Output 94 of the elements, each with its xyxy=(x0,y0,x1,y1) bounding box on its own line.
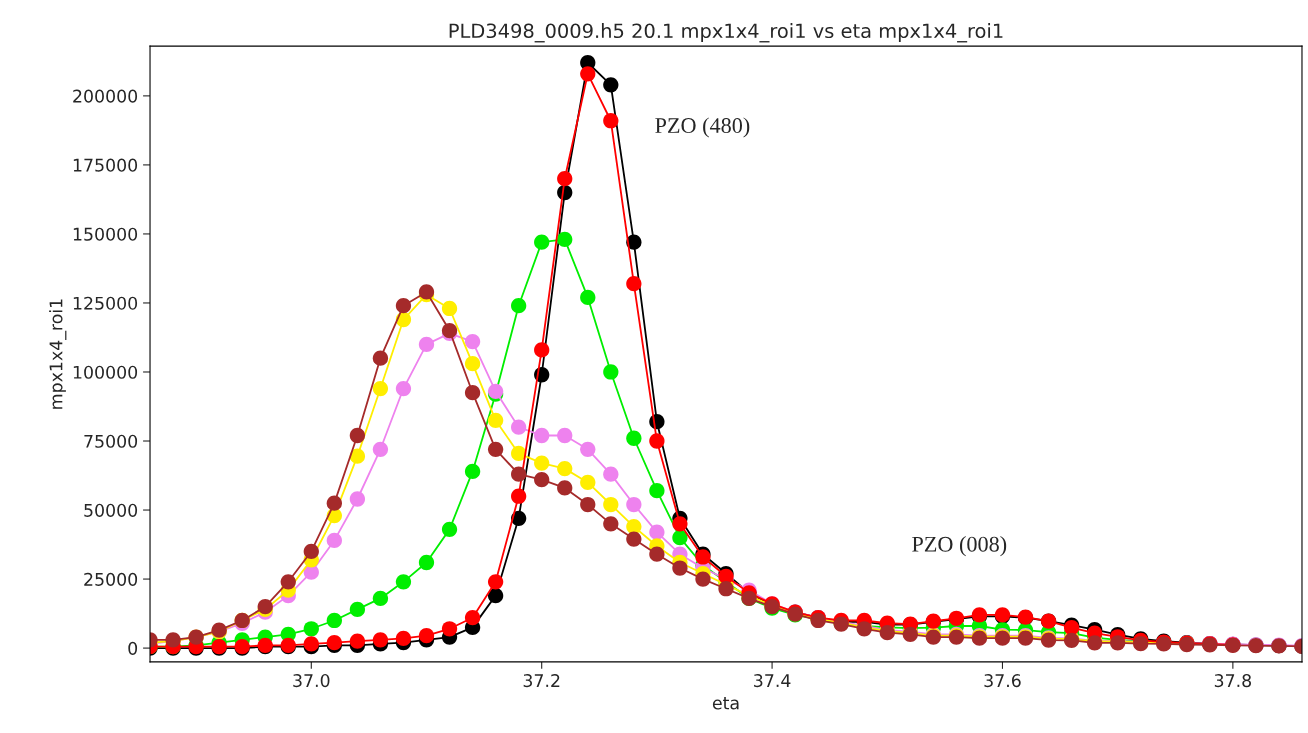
point xyxy=(557,231,573,248)
x-tick-label: 37.4 xyxy=(754,674,791,688)
point xyxy=(418,628,435,644)
point xyxy=(464,463,481,480)
point xyxy=(649,524,665,540)
x-axis-title: eta xyxy=(712,697,739,710)
point xyxy=(511,445,527,462)
point xyxy=(441,621,458,637)
point xyxy=(511,419,527,435)
point xyxy=(672,560,688,576)
point xyxy=(649,433,665,449)
point xyxy=(372,441,389,457)
point xyxy=(349,633,366,649)
point xyxy=(557,427,573,444)
x-tick-label: 37.6 xyxy=(984,674,1021,688)
y-tick-label: 50000 xyxy=(84,503,138,517)
point xyxy=(603,516,619,532)
point xyxy=(649,546,665,562)
point xyxy=(349,448,366,464)
point xyxy=(511,466,527,482)
point xyxy=(326,612,342,629)
point xyxy=(580,474,596,491)
point xyxy=(395,574,412,590)
y-tick-label: 175000 xyxy=(73,158,138,172)
point xyxy=(464,333,481,350)
point xyxy=(441,300,458,317)
point xyxy=(534,427,550,444)
point xyxy=(626,496,642,513)
x-tick-label: 37.0 xyxy=(293,674,330,688)
point xyxy=(372,350,389,366)
point xyxy=(280,574,296,590)
point xyxy=(603,364,619,380)
point xyxy=(418,554,435,571)
x-tick-label: 37.8 xyxy=(1214,674,1252,688)
point xyxy=(649,483,665,499)
point xyxy=(580,496,596,513)
point xyxy=(418,336,435,353)
y-tick-label: 200000 xyxy=(73,89,138,103)
point xyxy=(303,621,319,637)
point xyxy=(487,412,504,428)
point xyxy=(626,275,642,292)
point xyxy=(718,581,734,597)
point xyxy=(603,466,619,482)
point xyxy=(372,380,389,397)
point xyxy=(372,632,389,648)
point xyxy=(349,491,366,507)
point xyxy=(534,455,550,471)
point xyxy=(580,289,596,306)
point xyxy=(487,574,504,590)
point xyxy=(626,531,642,547)
y-tick-label: 0 xyxy=(128,641,138,655)
point xyxy=(557,480,573,496)
point xyxy=(626,518,642,535)
point xyxy=(557,171,573,187)
point xyxy=(511,488,527,504)
y-tick-label: 100000 xyxy=(73,365,138,379)
point xyxy=(487,587,504,604)
point xyxy=(326,532,342,549)
point xyxy=(603,77,619,93)
y-axis-title: mpx1x4_roi1 xyxy=(49,299,67,409)
point xyxy=(603,496,619,513)
point xyxy=(303,543,319,560)
y-tick-label: 125000 xyxy=(73,296,138,310)
point xyxy=(372,590,389,607)
point xyxy=(672,516,688,532)
point xyxy=(672,530,688,546)
point xyxy=(534,472,550,488)
point xyxy=(441,521,458,538)
point xyxy=(349,601,366,618)
annotation: PZO (008) xyxy=(912,536,1007,557)
point xyxy=(349,427,366,444)
point xyxy=(464,610,481,626)
point xyxy=(464,356,481,372)
point xyxy=(487,441,504,457)
y-tick-label: 75000 xyxy=(84,434,138,448)
x-tick-label: 37.2 xyxy=(523,674,560,688)
point xyxy=(626,430,642,446)
y-tick-label: 25000 xyxy=(84,572,138,586)
point xyxy=(580,66,596,82)
point xyxy=(534,342,550,358)
point xyxy=(534,234,550,250)
point xyxy=(464,385,481,401)
chart-title: PLD3498_0009.h5 20.1 mpx1x4_roi1 vs eta mpx1x4_roi1 xyxy=(449,23,1003,43)
point xyxy=(395,298,412,314)
point xyxy=(395,630,412,647)
point xyxy=(695,571,711,587)
point xyxy=(395,380,412,397)
point xyxy=(580,441,596,457)
point xyxy=(557,460,573,477)
y-tick-label: 150000 xyxy=(73,227,138,241)
point xyxy=(326,495,342,511)
point xyxy=(603,113,619,129)
point xyxy=(511,298,527,314)
annotation: PZO (480) xyxy=(655,117,750,138)
